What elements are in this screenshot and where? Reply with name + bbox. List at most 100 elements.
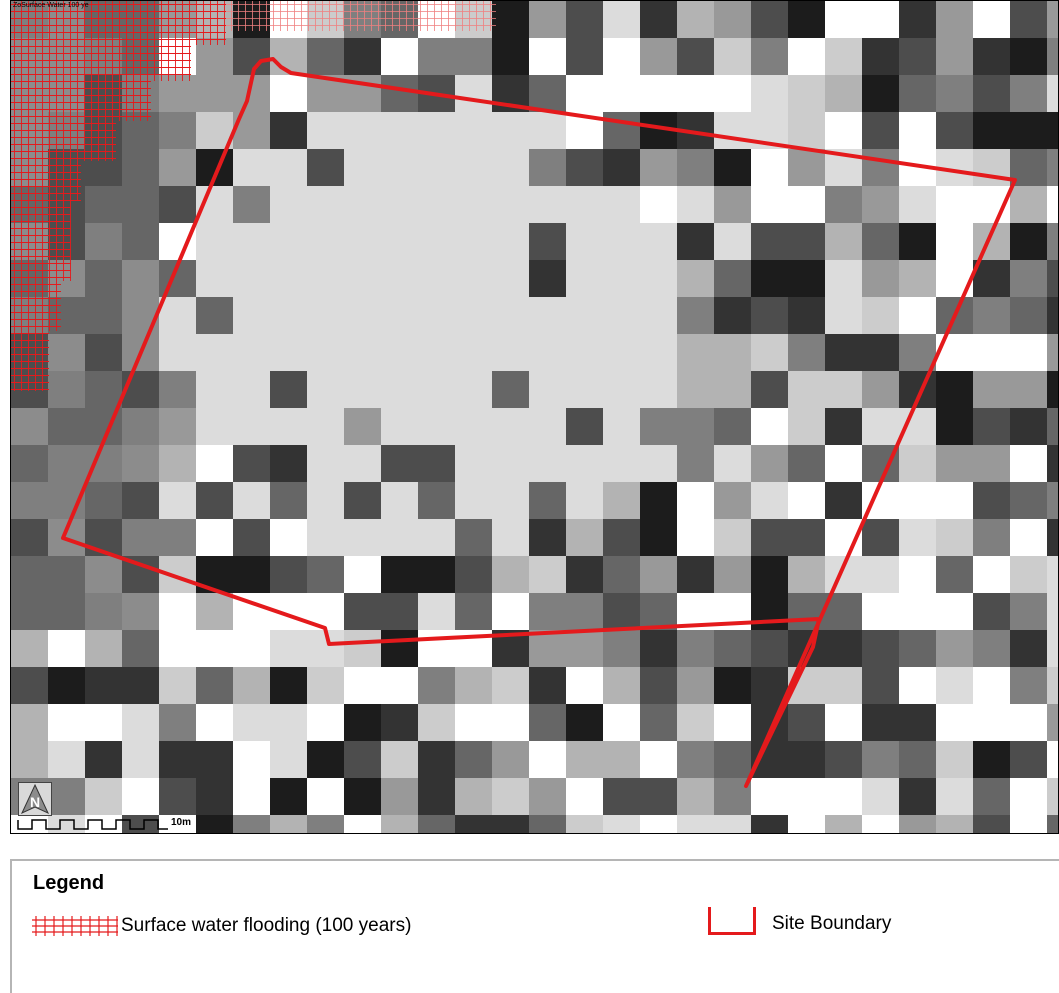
- raster-cell: [566, 778, 603, 815]
- raster-cell: [899, 260, 936, 297]
- raster-cell: [1047, 149, 1058, 186]
- raster-cell: [381, 556, 418, 593]
- raster-cell: [825, 778, 862, 815]
- raster-cell: [973, 334, 1010, 371]
- raster-cell: [825, 112, 862, 149]
- raster-cell: [122, 371, 159, 408]
- raster-cell: [492, 445, 529, 482]
- raster-cell: [1010, 75, 1047, 112]
- raster-cell: [899, 667, 936, 704]
- raster-cell: [270, 186, 307, 223]
- raster-cell: [862, 149, 899, 186]
- raster-cell: [344, 408, 381, 445]
- raster-cell: [344, 297, 381, 334]
- raster-cell: [1010, 186, 1047, 223]
- raster-cell: [159, 334, 196, 371]
- raster-cell: [196, 778, 233, 815]
- raster-cell: [122, 408, 159, 445]
- raster-cell: [233, 704, 270, 741]
- raster-cell: [603, 186, 640, 223]
- raster-cell: [529, 482, 566, 519]
- raster-cell: [788, 260, 825, 297]
- raster-cell: [418, 297, 455, 334]
- elevation-raster-cells: [11, 1, 1058, 833]
- raster-cell: [973, 408, 1010, 445]
- raster-cell: [48, 741, 85, 778]
- scale-label: 10m: [171, 817, 192, 828]
- raster-cell: [788, 704, 825, 741]
- raster-cell: [677, 741, 714, 778]
- raster-cell: [1047, 630, 1058, 667]
- raster-cell: [973, 371, 1010, 408]
- raster-cell: [677, 556, 714, 593]
- raster-cell: [677, 223, 714, 260]
- raster-cell: [492, 334, 529, 371]
- raster-cell: [233, 260, 270, 297]
- raster-cell: [48, 667, 85, 704]
- raster-cell: [640, 149, 677, 186]
- raster-cell: [825, 445, 862, 482]
- raster-cell: [270, 630, 307, 667]
- raster-cell: [196, 297, 233, 334]
- raster-cell: [270, 445, 307, 482]
- raster-cell: [751, 778, 788, 815]
- raster-cell: [159, 778, 196, 815]
- raster-cell: [1047, 741, 1058, 778]
- raster-cell: [270, 334, 307, 371]
- raster-cell: [603, 223, 640, 260]
- raster-cell: [1047, 75, 1058, 112]
- raster-cell: [492, 408, 529, 445]
- raster-cell: [677, 38, 714, 75]
- raster-cell: [381, 741, 418, 778]
- raster-cell: [751, 260, 788, 297]
- raster-cell: [825, 408, 862, 445]
- raster-cell: [714, 408, 751, 445]
- raster-cell: [1010, 371, 1047, 408]
- raster-cell: [936, 1, 973, 38]
- raster-cell: [233, 38, 270, 75]
- raster-cell: [381, 778, 418, 815]
- raster-cell: [603, 112, 640, 149]
- raster-cell: [640, 556, 677, 593]
- raster-cell: [862, 778, 899, 815]
- raster-cell: [862, 297, 899, 334]
- raster-cell: [418, 408, 455, 445]
- raster-cell: [936, 38, 973, 75]
- raster-cell: [751, 149, 788, 186]
- raster-cell: [492, 371, 529, 408]
- raster-cell: [936, 186, 973, 223]
- map-panel[interactable]: ZoSurface Water 100 ye N 10m: [10, 0, 1059, 834]
- raster-cell: [418, 38, 455, 75]
- raster-cell: [677, 482, 714, 519]
- raster-cell: [159, 371, 196, 408]
- raster-cell: [603, 519, 640, 556]
- raster-cell: [381, 223, 418, 260]
- raster-cell: [492, 1, 529, 38]
- raster-cell: [1047, 38, 1058, 75]
- raster-cell: [825, 1, 862, 38]
- raster-cell: [1047, 704, 1058, 741]
- raster-cell: [677, 778, 714, 815]
- raster-cell: [751, 334, 788, 371]
- site-boundary-polygon: [61, 57, 1017, 788]
- raster-cell: [825, 38, 862, 75]
- raster-cell: [825, 334, 862, 371]
- raster-cell: [1047, 482, 1058, 519]
- raster-cell: [1047, 260, 1058, 297]
- raster-cell: [196, 704, 233, 741]
- raster-cell: [973, 1, 1010, 38]
- raster-cell: [455, 741, 492, 778]
- raster-cell: [529, 593, 566, 630]
- raster-cell: [603, 334, 640, 371]
- raster-cell: [529, 704, 566, 741]
- raster-cell: [196, 408, 233, 445]
- raster-cell: [788, 149, 825, 186]
- raster-cell: [196, 519, 233, 556]
- raster-cell: [418, 334, 455, 371]
- raster-cell: [788, 112, 825, 149]
- raster-cell: [788, 297, 825, 334]
- raster-cell: [455, 38, 492, 75]
- raster-cell: [196, 815, 233, 833]
- raster-cell: [1010, 334, 1047, 371]
- raster-cell: [159, 186, 196, 223]
